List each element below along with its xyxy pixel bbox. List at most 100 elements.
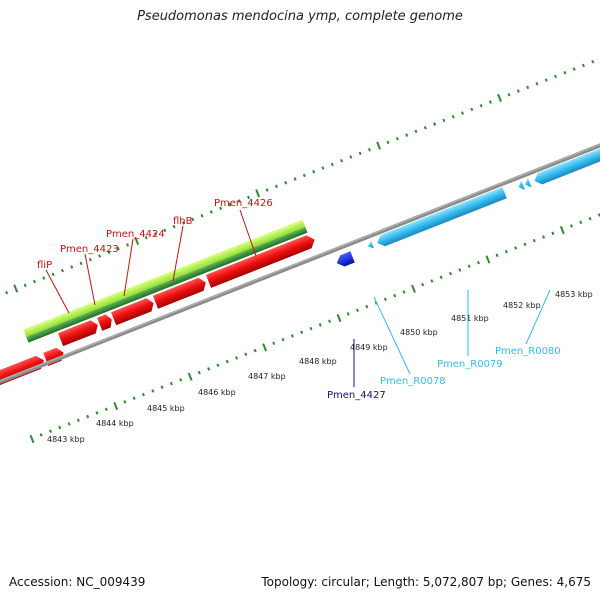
scale-label: 4852 kbp <box>503 301 541 310</box>
genome-backbone-highlight <box>0 102 600 412</box>
lower-tick <box>281 337 285 342</box>
lower-tick <box>48 429 52 433</box>
lower-tick <box>579 220 583 225</box>
upper-tick <box>461 111 464 115</box>
rna-arrow-pmen-r0080[interactable] <box>517 180 526 192</box>
gene-arrow-pmen-4424[interactable] <box>111 296 156 326</box>
scale-label: 4849 kbp <box>350 343 388 352</box>
upper-tick <box>274 184 278 189</box>
upper-tick <box>70 265 74 269</box>
leader-pmen-r0080 <box>525 289 551 345</box>
scale-label: 4850 kbp <box>400 328 438 337</box>
gene-label-pmen-r0078[interactable]: Pmen_R0078 <box>380 376 446 387</box>
upper-tick <box>414 129 418 134</box>
lower-tick <box>29 434 35 444</box>
lower-tick <box>290 334 294 338</box>
lower-tick <box>179 378 183 382</box>
upper-tick <box>51 272 55 277</box>
scale-label: 4846 kbp <box>198 388 236 397</box>
lower-tick <box>458 268 462 272</box>
lower-tick <box>253 348 257 353</box>
upper-tick <box>479 103 483 108</box>
lower-tick <box>523 242 527 247</box>
upper-tick <box>219 206 223 211</box>
lower-tick <box>467 264 471 269</box>
upper-tick <box>181 221 185 225</box>
gene-label-pmen-4426[interactable]: Pmen_4426 <box>214 198 273 209</box>
gene-label-flip[interactable]: fliP <box>37 260 52 271</box>
upper-tick <box>581 63 585 68</box>
lower-tick <box>142 392 145 397</box>
lower-tick <box>588 216 592 221</box>
lower-tick <box>328 319 332 324</box>
upper-tick <box>488 100 492 104</box>
lower-tick <box>309 326 313 331</box>
upper-tick <box>516 89 520 93</box>
gene-label-pmen-4423[interactable]: Pmen_4423 <box>60 244 119 255</box>
rna-arrow-pmen-r0079[interactable] <box>375 187 507 248</box>
operon-bar-light[interactable] <box>23 219 306 338</box>
rna-arrow-pmen-r0078[interactable] <box>366 240 374 250</box>
lower-tick <box>421 282 425 287</box>
lower-tick <box>76 418 80 422</box>
scale-label: 4843 kbp <box>47 435 85 444</box>
rna-arrow-small[interactable] <box>523 178 532 189</box>
gene-arrow-pmen-4423[interactable] <box>58 318 100 347</box>
lower-tick <box>532 238 536 243</box>
gene-arrow-pmen-4426[interactable] <box>205 233 317 288</box>
lower-tick <box>244 352 248 357</box>
upper-tick <box>554 74 558 79</box>
upper-tick <box>228 202 232 207</box>
upper-tick <box>172 224 176 229</box>
upper-tick <box>321 166 325 170</box>
scale-label: 4847 kbp <box>248 372 286 381</box>
gene-arrow-pmen-4427[interactable] <box>335 251 355 268</box>
gene-label-pmen-r0079[interactable]: Pmen_R0079 <box>437 359 503 370</box>
scale-label: 4848 kbp <box>299 357 337 366</box>
lower-tick <box>197 370 201 375</box>
upper-tick <box>237 199 241 203</box>
label-leaders <box>45 209 551 387</box>
lower-tick <box>346 312 350 316</box>
upper-tick <box>433 122 437 126</box>
gene-label-pmen-4427[interactable]: Pmen_4427 <box>327 390 386 401</box>
upper-tick <box>154 232 157 236</box>
leader-pmen-4423 <box>84 253 96 306</box>
upper-tick <box>312 169 316 174</box>
upper-tick <box>572 67 576 71</box>
lower-tick <box>160 385 164 390</box>
lower-tick <box>374 301 378 305</box>
lower-tick <box>123 400 127 404</box>
upper-tick <box>209 210 213 214</box>
upper-tick <box>126 243 130 247</box>
upper-tick <box>98 254 102 258</box>
rna-arrow-right[interactable] <box>532 135 600 187</box>
leader-pmen-4426 <box>239 209 257 257</box>
rna-track <box>366 135 600 250</box>
lower-tick <box>67 422 71 426</box>
gene-label-flhb[interactable]: flhB <box>173 216 193 227</box>
gene-labels: fliP Pmen_4423 Pmen_4424 flhB Pmen_4426 … <box>37 198 561 401</box>
upper-tick <box>395 136 399 141</box>
lower-tick <box>132 396 136 401</box>
gene-arrow-small[interactable] <box>97 313 114 331</box>
lower-tick <box>485 255 491 264</box>
upper-tick <box>134 236 140 245</box>
gene-label-pmen-r0080[interactable]: Pmen_R0080 <box>495 346 561 357</box>
lower-tick <box>86 414 90 419</box>
lower-tick <box>300 330 304 335</box>
lower-tick <box>551 231 555 236</box>
upper-tick <box>367 147 371 152</box>
upper-tick <box>507 92 511 97</box>
leader-flip <box>45 269 70 314</box>
gene-arrow-flhb[interactable] <box>152 276 208 309</box>
lower-tick <box>39 433 43 437</box>
gene-label-pmen-4424[interactable]: Pmen_4424 <box>106 229 165 240</box>
upper-tick <box>191 217 195 222</box>
lower-tick <box>272 341 276 346</box>
operon-bar-dark[interactable] <box>26 227 308 343</box>
gene-arrow-left-edge[interactable] <box>0 354 47 407</box>
leader-flhb <box>172 225 184 282</box>
upper-tick <box>330 162 334 167</box>
